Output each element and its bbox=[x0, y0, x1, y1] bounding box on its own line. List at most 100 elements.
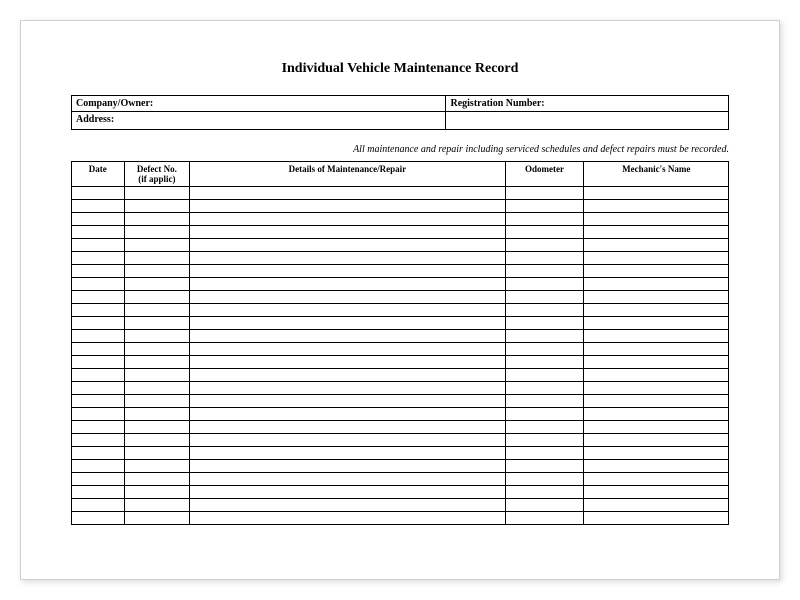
table-cell bbox=[124, 395, 190, 408]
table-cell bbox=[124, 252, 190, 265]
table-cell bbox=[505, 265, 584, 278]
table-row bbox=[72, 382, 729, 395]
table-row bbox=[72, 226, 729, 239]
info-row-2: Address: bbox=[72, 112, 729, 130]
table-cell bbox=[124, 499, 190, 512]
table-cell bbox=[190, 291, 505, 304]
table-cell bbox=[72, 486, 125, 499]
table-cell bbox=[72, 304, 125, 317]
table-cell bbox=[124, 434, 190, 447]
table-cell bbox=[190, 421, 505, 434]
table-cell bbox=[72, 265, 125, 278]
table-cell bbox=[584, 291, 729, 304]
table-cell bbox=[124, 460, 190, 473]
table-cell bbox=[190, 408, 505, 421]
table-cell bbox=[72, 291, 125, 304]
table-row bbox=[72, 486, 729, 499]
table-cell bbox=[124, 512, 190, 525]
table-body bbox=[72, 187, 729, 525]
table-row bbox=[72, 239, 729, 252]
table-cell bbox=[505, 278, 584, 291]
info-row-1: Company/Owner: Registration Number: bbox=[72, 96, 729, 112]
table-cell bbox=[190, 252, 505, 265]
table-cell bbox=[190, 317, 505, 330]
table-cell bbox=[124, 447, 190, 460]
table-cell bbox=[584, 382, 729, 395]
col-header-date: Date bbox=[72, 162, 125, 187]
table-cell bbox=[190, 239, 505, 252]
table-cell bbox=[584, 239, 729, 252]
table-cell bbox=[190, 447, 505, 460]
table-cell bbox=[72, 239, 125, 252]
table-cell bbox=[584, 265, 729, 278]
table-cell bbox=[505, 434, 584, 447]
table-cell bbox=[190, 343, 505, 356]
table-cell bbox=[584, 317, 729, 330]
table-cell bbox=[505, 239, 584, 252]
maintenance-table: Date Defect No. (if applic) Details of M… bbox=[71, 161, 729, 525]
table-row bbox=[72, 460, 729, 473]
table-cell bbox=[72, 447, 125, 460]
company-owner-cell: Company/Owner: bbox=[72, 96, 446, 112]
table-cell bbox=[190, 330, 505, 343]
table-row bbox=[72, 291, 729, 304]
table-row bbox=[72, 187, 729, 200]
table-cell bbox=[584, 330, 729, 343]
table-cell bbox=[190, 369, 505, 382]
table-row bbox=[72, 473, 729, 486]
table-cell bbox=[124, 330, 190, 343]
table-row bbox=[72, 395, 729, 408]
table-cell bbox=[190, 200, 505, 213]
table-cell bbox=[124, 239, 190, 252]
table-cell bbox=[505, 304, 584, 317]
table-cell bbox=[190, 187, 505, 200]
table-row bbox=[72, 369, 729, 382]
table-cell bbox=[505, 330, 584, 343]
table-row bbox=[72, 317, 729, 330]
table-cell bbox=[72, 187, 125, 200]
table-row bbox=[72, 304, 729, 317]
table-cell bbox=[505, 317, 584, 330]
table-cell bbox=[72, 330, 125, 343]
table-cell bbox=[584, 278, 729, 291]
table-header-row: Date Defect No. (if applic) Details of M… bbox=[72, 162, 729, 187]
table-cell bbox=[72, 213, 125, 226]
table-cell bbox=[505, 499, 584, 512]
table-cell bbox=[190, 460, 505, 473]
table-row bbox=[72, 421, 729, 434]
table-cell bbox=[584, 473, 729, 486]
col-header-mechanic: Mechanic's Name bbox=[584, 162, 729, 187]
table-cell bbox=[124, 486, 190, 499]
table-cell bbox=[72, 408, 125, 421]
table-cell bbox=[505, 213, 584, 226]
table-cell bbox=[124, 317, 190, 330]
table-cell bbox=[505, 187, 584, 200]
table-cell bbox=[124, 304, 190, 317]
table-cell bbox=[72, 356, 125, 369]
table-cell bbox=[584, 408, 729, 421]
table-cell bbox=[72, 460, 125, 473]
table-cell bbox=[584, 213, 729, 226]
table-cell bbox=[584, 447, 729, 460]
table-cell bbox=[505, 356, 584, 369]
table-cell bbox=[190, 265, 505, 278]
table-row bbox=[72, 408, 729, 421]
table-cell bbox=[124, 226, 190, 239]
table-cell bbox=[72, 317, 125, 330]
table-cell bbox=[190, 278, 505, 291]
table-cell bbox=[190, 395, 505, 408]
table-cell bbox=[124, 213, 190, 226]
table-cell bbox=[584, 460, 729, 473]
table-cell bbox=[124, 473, 190, 486]
table-row bbox=[72, 252, 729, 265]
table-cell bbox=[584, 187, 729, 200]
table-cell bbox=[72, 200, 125, 213]
table-row bbox=[72, 330, 729, 343]
table-cell bbox=[124, 369, 190, 382]
registration-cell: Registration Number: bbox=[446, 96, 729, 112]
table-cell bbox=[584, 343, 729, 356]
col-header-details: Details of Maintenance/Repair bbox=[190, 162, 505, 187]
table-cell bbox=[190, 486, 505, 499]
table-cell bbox=[72, 278, 125, 291]
table-cell bbox=[124, 265, 190, 278]
